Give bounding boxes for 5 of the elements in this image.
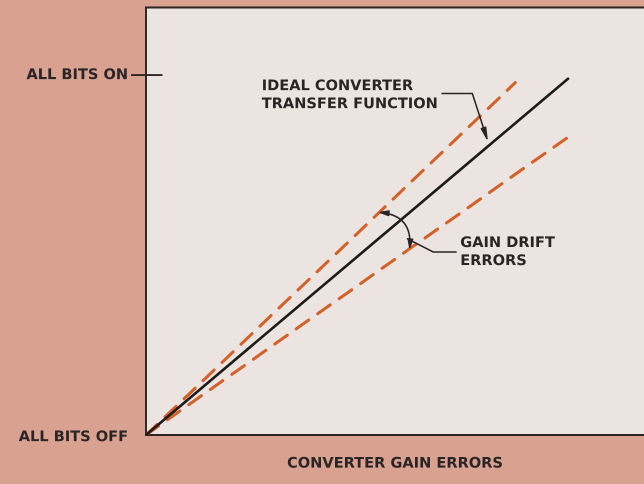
- x-axis-title: CONVERTER GAIN ERRORS: [288, 456, 502, 468]
- annotation: IDEAL CONVERTER TRANSFER FUNCTION: [262, 79, 436, 108]
- text: ALL BITS ON: [26, 68, 127, 80]
- annotation: GAIN DRIFT ERRORS: [460, 236, 555, 266]
- text: ALL BITS OFF: [18, 430, 127, 442]
